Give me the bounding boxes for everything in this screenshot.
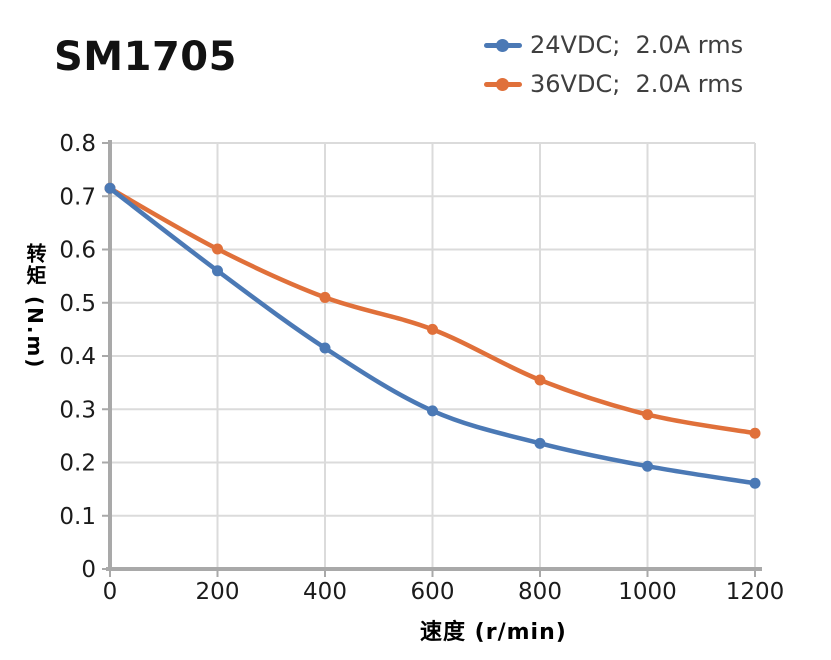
x-tick-label: 1200 — [726, 579, 785, 605]
x-tick-label: 800 — [518, 579, 562, 605]
legend-label-24vdc: 24VDC; 2.0A rms — [530, 31, 744, 59]
x-tick-labels: 0 200 400 600 800 1000 1200 — [103, 579, 785, 605]
data-point — [642, 460, 653, 472]
gridlines — [110, 142, 756, 569]
legend-item-24vdc: 24VDC; 2.0A rms — [484, 29, 743, 62]
y-tick-label: 0.8 — [59, 131, 96, 157]
data-point — [534, 374, 546, 386]
legend-label-36vdc: 36VDC; 2.0A rms — [530, 70, 744, 98]
x-tick-label: 1000 — [618, 579, 677, 605]
data-point — [749, 477, 761, 489]
y-tick-label: 0.2 — [59, 451, 96, 477]
data-point — [319, 342, 331, 354]
legend-line-dot-icon — [484, 29, 522, 62]
data-point — [104, 182, 116, 194]
axes — [102, 140, 762, 577]
y-tick-label: 0.4 — [59, 344, 96, 370]
legend-line-dot-icon — [484, 68, 522, 101]
x-tick-label: 400 — [303, 579, 347, 605]
y-tick-label: 0 — [81, 557, 96, 583]
x-tick-label: 0 — [103, 579, 118, 605]
y-axis-title: 转矩 (N.m) — [23, 243, 47, 370]
data-point — [534, 437, 546, 449]
y-tick-labels: 0 0.1 0.2 0.3 0.4 0.5 0.6 0.7 0.8 — [59, 131, 96, 583]
x-tick-label: 600 — [411, 579, 455, 605]
legend-item-36vdc: 36VDC; 2.0A rms — [484, 68, 743, 101]
data-point — [749, 427, 761, 439]
data-point — [427, 323, 438, 335]
y-tick-label: 0.7 — [59, 184, 96, 210]
data-point — [642, 409, 653, 421]
data-point — [212, 265, 223, 277]
data-point — [212, 243, 223, 255]
y-tick-label: 0.6 — [59, 238, 96, 264]
series-24vdc — [104, 182, 761, 489]
data-point — [427, 405, 438, 417]
x-tick-label: 200 — [196, 579, 240, 605]
y-tick-label: 0.5 — [59, 291, 96, 317]
data-point — [319, 291, 331, 303]
chart-title: SM1705 — [54, 34, 237, 80]
legend: 24VDC; 2.0A rms 36VDC; 2.0A rms — [484, 29, 743, 101]
y-tick-label: 0.1 — [59, 504, 96, 530]
x-axis-title: 速度 (r/min) — [420, 620, 567, 645]
y-tick-label: 0.3 — [59, 397, 96, 423]
